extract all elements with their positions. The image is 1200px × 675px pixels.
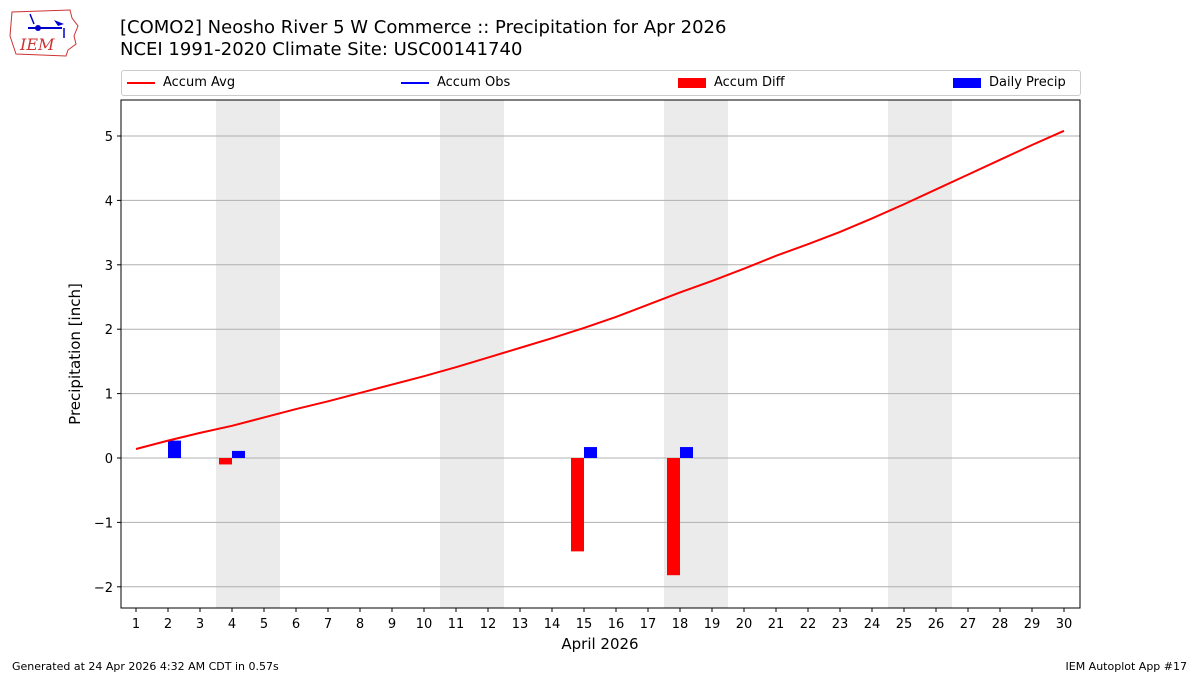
x-axis-label: April 2026 [561, 635, 638, 653]
svg-text:20: 20 [736, 617, 753, 632]
bars [168, 440, 693, 576]
svg-text:16: 16 [608, 617, 625, 632]
legend-item-accum-obs: Accum Obs [401, 75, 510, 90]
svg-text:13: 13 [512, 617, 529, 632]
svg-text:18: 18 [672, 617, 689, 632]
gridlines [121, 135, 1080, 588]
legend-label: Accum Diff [714, 75, 785, 90]
x-axis-ticks: 1 2 3 4 5 6 7 8 9 10 11 12 13 14 15 16 17 18 19 20 21 22 23 24 2… [132, 608, 1072, 632]
legend-label: Daily Precip [989, 75, 1066, 90]
plot-frame [120, 99, 1081, 609]
y-axis-label: Precipitation [inch] [66, 283, 84, 425]
accum-avg-swatch-icon [127, 81, 155, 84]
svg-text:3: 3 [105, 259, 113, 274]
svg-text:17: 17 [640, 617, 657, 632]
svg-text:29: 29 [1024, 617, 1041, 632]
accum-diff-swatch-icon [678, 77, 706, 88]
iem-logo: IEM [8, 6, 80, 58]
svg-text:3: 3 [196, 617, 204, 632]
legend-label: Accum Avg [163, 75, 236, 90]
svg-text:23: 23 [832, 617, 849, 632]
legend-item-accum-avg: Accum Avg [127, 75, 235, 90]
svg-text:1: 1 [132, 617, 140, 632]
svg-text:30: 30 [1056, 617, 1073, 632]
svg-text:9: 9 [388, 617, 396, 632]
svg-text:5: 5 [260, 617, 268, 632]
svg-text:19: 19 [704, 617, 721, 632]
footer-app-id: IEM Autoplot App #17 [1065, 660, 1188, 673]
svg-text:2: 2 [105, 323, 113, 338]
accum-obs-swatch-icon [401, 81, 429, 84]
svg-text:6: 6 [292, 617, 300, 632]
svg-text:2: 2 [164, 617, 172, 632]
svg-text:IEM: IEM [19, 35, 55, 54]
title-line-1: [COMO2] Neosho River 5 W Commerce :: Pre… [120, 17, 727, 38]
svg-text:−2: −2 [94, 581, 113, 596]
legend-item-daily-precip: Daily Precip [953, 75, 1066, 90]
footer-generated: Generated at 24 Apr 2026 4:32 AM CDT in … [12, 660, 279, 673]
svg-text:−1: −1 [94, 516, 113, 531]
svg-text:0: 0 [105, 452, 113, 467]
daily-precip-swatch-icon [953, 77, 981, 88]
svg-text:7: 7 [324, 617, 332, 632]
svg-text:1: 1 [105, 388, 113, 403]
weekend-shading [216, 100, 952, 608]
y-axis-ticks: −2 −1 0 1 2 3 4 5 [94, 130, 121, 596]
svg-text:5: 5 [105, 130, 113, 145]
svg-text:24: 24 [864, 617, 881, 632]
svg-text:12: 12 [480, 617, 497, 632]
svg-text:4: 4 [228, 617, 236, 632]
chart-title: [COMO2] Neosho River 5 W Commerce :: Pre… [120, 17, 726, 61]
svg-text:11: 11 [448, 617, 465, 632]
svg-text:10: 10 [416, 617, 433, 632]
title-line-2: NCEI 1991-2020 Climate Site: USC00141740 [120, 39, 523, 60]
legend-label: Accum Obs [437, 75, 511, 90]
svg-text:22: 22 [800, 617, 817, 632]
svg-text:8: 8 [356, 617, 364, 632]
svg-text:26: 26 [928, 617, 945, 632]
svg-text:15: 15 [576, 617, 593, 632]
svg-text:27: 27 [960, 617, 977, 632]
legend-item-accum-diff: Accum Diff [678, 75, 785, 90]
legend: Accum Avg Accum Obs Accum Diff Daily Pre… [121, 70, 1081, 96]
svg-text:21: 21 [768, 617, 785, 632]
svg-text:14: 14 [544, 617, 561, 632]
accum-avg-line [135, 129, 1065, 450]
svg-text:25: 25 [896, 617, 913, 632]
svg-text:4: 4 [105, 194, 113, 209]
svg-text:28: 28 [992, 617, 1009, 632]
